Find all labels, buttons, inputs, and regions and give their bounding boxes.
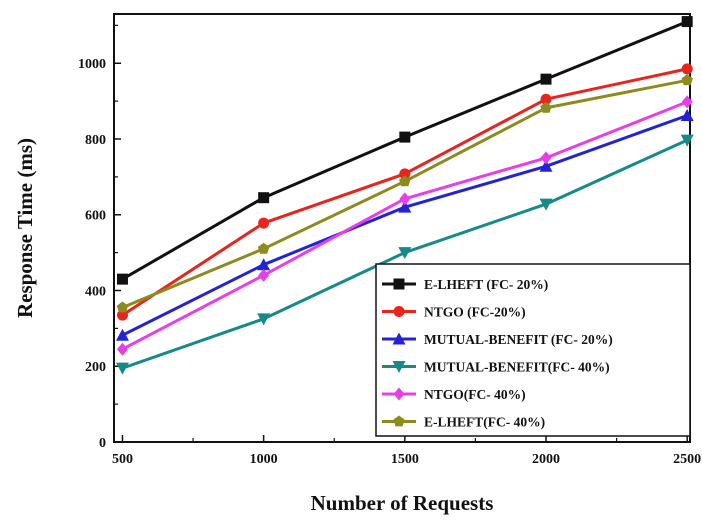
y-axis-title: Response Time (ms) [13, 138, 37, 318]
x-tick-label: 1000 [250, 452, 278, 467]
series-2 [116, 63, 693, 321]
series-4 [115, 134, 694, 375]
data-point [681, 16, 693, 28]
y-tick-label: 800 [85, 133, 106, 148]
legend-marker [393, 415, 405, 427]
axis-ticks: 500 1000 1500 2000 2500 0 200 400 600 800 1000 [78, 24, 701, 467]
legend-entry: NTGO(FC- 40%) [382, 387, 526, 402]
legend-entry: MUTUAL-BENEFIT(FC- 40%) [382, 360, 610, 375]
legend-box [375, 263, 691, 437]
data-point [115, 362, 129, 375]
legend-label: MUTUAL-BENEFIT(FC- 40%) [424, 360, 610, 375]
legend-label: MUTUAL-BENEFIT (FC- 20%) [424, 332, 613, 347]
series-layer [115, 16, 694, 375]
data-point [399, 175, 411, 187]
legend-marker [393, 387, 405, 401]
legend-marker [392, 361, 406, 373]
series-3 [115, 109, 694, 341]
data-point [680, 109, 694, 122]
legend: E-LHEFT (FC- 20%) NTGO (FC-20%) MUTUAL-BEN… [375, 263, 691, 437]
data-point [399, 192, 411, 206]
x-tick-label: 1500 [391, 452, 419, 467]
legend-label: E-LHEFT(FC- 40%) [424, 415, 545, 430]
x-tick-label: 500 [112, 452, 133, 467]
data-point [540, 73, 552, 85]
legend-marker [392, 332, 406, 345]
data-point [540, 151, 552, 165]
legend-label: E-LHEFT (FC- 20%) [424, 277, 548, 292]
data-point [257, 313, 271, 326]
data-point [116, 273, 128, 285]
y-tick-label: 1000 [78, 57, 106, 72]
data-point [681, 63, 693, 75]
legend-entry: E-LHEFT(FC- 40%) [382, 415, 545, 430]
legend-entry: E-LHEFT (FC- 20%) [382, 277, 548, 292]
plot-area-frame [113, 13, 691, 443]
legend-label: NTGO(FC- 40%) [424, 387, 526, 402]
data-point [258, 192, 270, 204]
series-line [121, 20, 688, 281]
x-tick-label: 2000 [532, 452, 560, 467]
data-point [681, 95, 693, 109]
data-point [399, 131, 411, 143]
data-point [257, 242, 270, 254]
data-point [680, 134, 694, 147]
data-point [399, 168, 411, 180]
data-point [540, 101, 552, 113]
data-point [398, 200, 412, 213]
series-6 [116, 74, 693, 313]
y-tick-label: 0 [99, 436, 106, 451]
data-point [258, 268, 270, 282]
data-point [540, 93, 552, 105]
series-5 [116, 95, 693, 356]
data-point [539, 159, 553, 172]
y-tick-label: 400 [85, 284, 106, 299]
data-point [257, 258, 271, 271]
y-tick-label: 200 [85, 360, 106, 375]
data-point [116, 301, 129, 313]
legend-marker [393, 278, 405, 290]
x-tick-label: 2500 [673, 452, 701, 467]
legend-entry: NTGO (FC-20%) [382, 305, 526, 320]
data-point [681, 74, 693, 86]
data-point [539, 198, 553, 211]
y-tick-label: 600 [85, 209, 106, 224]
legend-entry: MUTUAL-BENEFIT (FC- 20%) [382, 332, 613, 347]
x-axis-title: Number of Requests [311, 491, 494, 515]
data-point [115, 328, 129, 341]
series-1 [116, 16, 693, 285]
legend-label: NTGO (FC-20%) [424, 305, 526, 320]
data-point [398, 247, 412, 260]
data-point [258, 217, 270, 229]
legend-marker [393, 306, 405, 317]
data-point [116, 342, 128, 356]
